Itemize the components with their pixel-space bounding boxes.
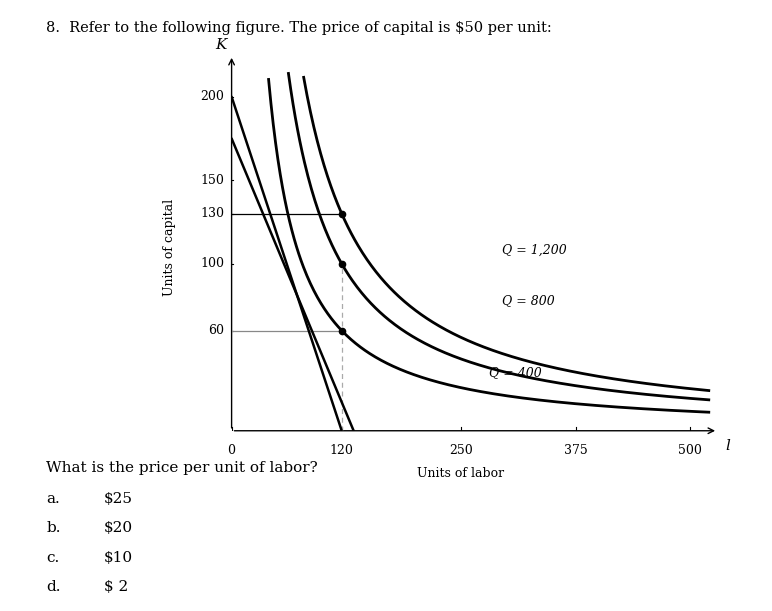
Text: $10: $10: [104, 551, 134, 565]
Text: c.: c.: [46, 551, 59, 565]
Text: What is the price per unit of labor?: What is the price per unit of labor?: [46, 461, 318, 475]
Text: a.: a.: [46, 492, 60, 506]
Text: l: l: [726, 439, 730, 453]
Text: b.: b.: [46, 521, 61, 535]
Text: Q = 400: Q = 400: [489, 366, 541, 379]
Text: 150: 150: [201, 174, 224, 187]
Text: 60: 60: [208, 324, 224, 337]
Text: Q = 800: Q = 800: [503, 294, 555, 307]
Text: 250: 250: [449, 444, 473, 457]
Text: 375: 375: [564, 444, 587, 457]
Text: 130: 130: [200, 207, 224, 220]
Text: 500: 500: [679, 444, 703, 457]
Text: Q = 1,200: Q = 1,200: [503, 244, 567, 257]
Text: Units of labor: Units of labor: [418, 467, 505, 480]
Text: $25: $25: [104, 492, 134, 506]
Text: 0: 0: [228, 444, 235, 457]
Text: 100: 100: [200, 257, 224, 270]
Text: K: K: [215, 38, 226, 52]
Text: Units of capital: Units of capital: [163, 199, 176, 296]
Text: $ 2: $ 2: [104, 580, 128, 594]
Text: 120: 120: [330, 444, 354, 457]
Text: 8.  Refer to the following figure. The price of capital is $50 per unit:: 8. Refer to the following figure. The pr…: [46, 21, 552, 35]
Text: $20: $20: [104, 521, 134, 535]
Text: d.: d.: [46, 580, 61, 594]
Text: 200: 200: [201, 90, 224, 103]
